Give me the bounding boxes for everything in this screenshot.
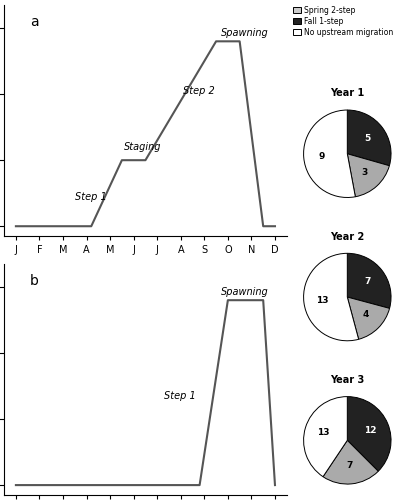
- Text: a: a: [30, 15, 39, 29]
- Text: Spawning: Spawning: [220, 28, 268, 38]
- Wedge shape: [304, 254, 358, 341]
- Text: 3: 3: [361, 168, 368, 177]
- Text: Step 1: Step 1: [75, 192, 107, 202]
- Text: b: b: [30, 274, 39, 288]
- Wedge shape: [304, 396, 347, 476]
- Text: 9: 9: [319, 152, 325, 160]
- Text: 12: 12: [365, 426, 377, 435]
- Wedge shape: [347, 154, 389, 196]
- Title: Year 2: Year 2: [330, 232, 365, 241]
- Wedge shape: [347, 254, 391, 308]
- Text: Step 2: Step 2: [183, 86, 215, 96]
- Wedge shape: [323, 440, 378, 484]
- Text: 4: 4: [362, 310, 368, 320]
- Text: 7: 7: [364, 277, 371, 286]
- Legend: Spring 2-step, Fall 1-step, No upstream migration: Spring 2-step, Fall 1-step, No upstream …: [293, 6, 393, 36]
- Title: Year 1: Year 1: [330, 88, 365, 99]
- Wedge shape: [347, 297, 390, 340]
- Wedge shape: [347, 110, 391, 166]
- Text: 5: 5: [365, 134, 371, 143]
- Title: Year 3: Year 3: [330, 375, 365, 385]
- Wedge shape: [304, 110, 356, 198]
- Text: Step 1: Step 1: [164, 391, 196, 401]
- Wedge shape: [347, 396, 391, 471]
- Text: 13: 13: [316, 296, 328, 305]
- Text: Spawning: Spawning: [220, 287, 268, 297]
- Text: Staging: Staging: [124, 142, 162, 152]
- Text: 13: 13: [317, 428, 329, 438]
- Text: 7: 7: [346, 461, 353, 470]
